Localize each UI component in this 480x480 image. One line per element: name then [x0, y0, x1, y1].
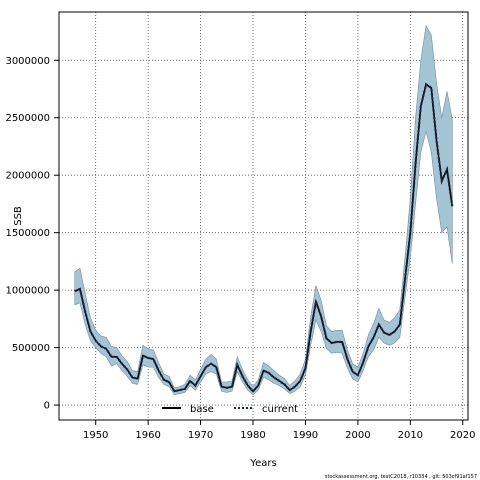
x-tick-label-1980: 1980: [240, 430, 265, 441]
y-tick-label-1500000: 1500000: [5, 228, 50, 239]
legend-base-label: base: [190, 404, 214, 415]
y-axis: 0 500000 1000000 1500000 2000000 2500000 30000…: [5, 56, 59, 412]
x-tick-label-1950: 1950: [83, 430, 108, 441]
base-series-line: [74, 83, 454, 393]
y-tick-label-1000000: 1000000: [5, 286, 50, 297]
x-tick-label-1990: 1990: [293, 430, 318, 441]
y-tick-label-3000000: 3000000: [5, 56, 50, 67]
plot-frame: [58, 11, 469, 421]
y-tick-label-500000: 500000: [12, 343, 50, 354]
x-tick-label-2020: 2020: [450, 430, 475, 441]
y-tick-label-2500000: 2500000: [5, 113, 50, 124]
legend: base current: [162, 404, 298, 415]
y-tick-label-0: 0: [44, 401, 50, 412]
confidence-band: [74, 24, 453, 396]
x-axis: 1950 1960 1970 1980 1990 2000 2010 2020: [83, 420, 475, 441]
x-tick-label-2000: 2000: [345, 430, 370, 441]
footer-credit: stockassessment.org, testC2018, r10334 ,…: [325, 474, 477, 480]
x-axis-title: Years: [249, 458, 276, 469]
x-tick-label-2010: 2010: [398, 430, 423, 441]
x-tick-label-1960: 1960: [135, 430, 160, 441]
legend-current-label: current: [262, 404, 298, 415]
y-tick-label-2000000: 2000000: [5, 171, 50, 182]
current-series-line: [74, 82, 454, 393]
x-tick-label-1970: 1970: [188, 430, 213, 441]
y-axis-title: SSB: [13, 206, 24, 226]
